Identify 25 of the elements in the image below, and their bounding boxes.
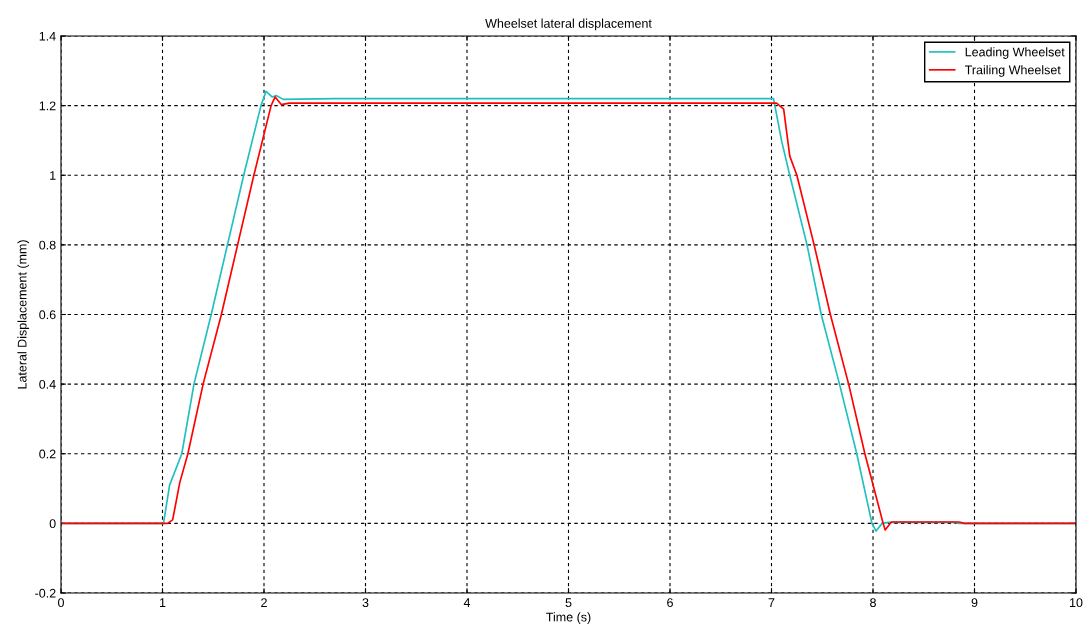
y-tick-label: 1 — [50, 171, 56, 180]
x-tick-label: 3 — [362, 598, 369, 608]
x-tick-label: 0 — [58, 598, 64, 608]
x-tick-label: 10 — [1070, 598, 1083, 608]
x-tick-label: 4 — [463, 598, 471, 607]
x-axis-title: Time (s) — [546, 612, 591, 624]
y-tick-label: 0.2 — [39, 449, 56, 459]
y-tick-label: 0.6 — [39, 310, 56, 320]
legend-label: Leading Wheelset — [965, 47, 1065, 59]
y-tick-label: -0.2 — [35, 588, 56, 598]
x-tick-label: 6 — [667, 598, 673, 608]
x-tick-label: 9 — [971, 598, 978, 608]
legend-label: Trailing Wheelset — [964, 65, 1061, 77]
x-tick-label: 5 — [565, 598, 572, 608]
y-axis-title: Lateral Displacement (mm) — [17, 240, 30, 389]
y-tick-label: 0.4 — [39, 379, 56, 389]
x-tick-label: 8 — [870, 598, 876, 608]
y-tick-label: 0 — [49, 519, 56, 529]
y-tick-label: 1.4 — [39, 31, 56, 41]
y-tick-label: 0.8 — [39, 240, 56, 250]
y-tick-label: 1.2 — [39, 101, 56, 111]
x-tick-label: 1 — [159, 598, 166, 607]
x-tick-label: 7 — [768, 598, 775, 607]
chart-title: Wheelset lateral displacement — [485, 18, 652, 31]
x-tick-label: 2 — [261, 598, 267, 607]
